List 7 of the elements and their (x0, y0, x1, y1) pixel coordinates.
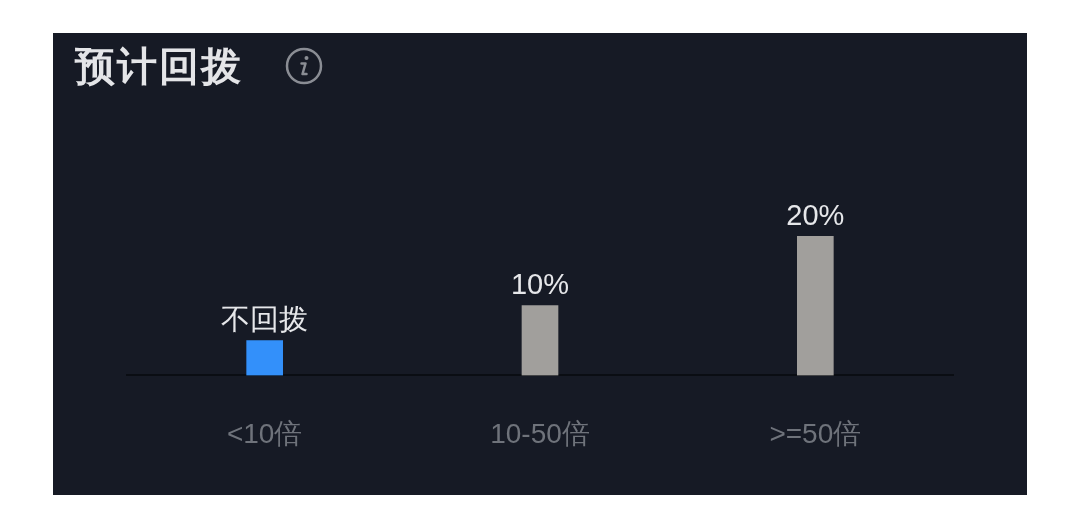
data-label: 10% (510, 268, 570, 301)
data-label: 20% (786, 198, 845, 231)
x-tick-label: <10倍 (226, 417, 303, 449)
x-tick-label: 10-50倍 (490, 417, 590, 449)
x-tick-label: >=50倍 (769, 417, 862, 449)
data-label: 不回拨 (221, 303, 309, 336)
chart-title: 预计回拨 (75, 43, 243, 90)
